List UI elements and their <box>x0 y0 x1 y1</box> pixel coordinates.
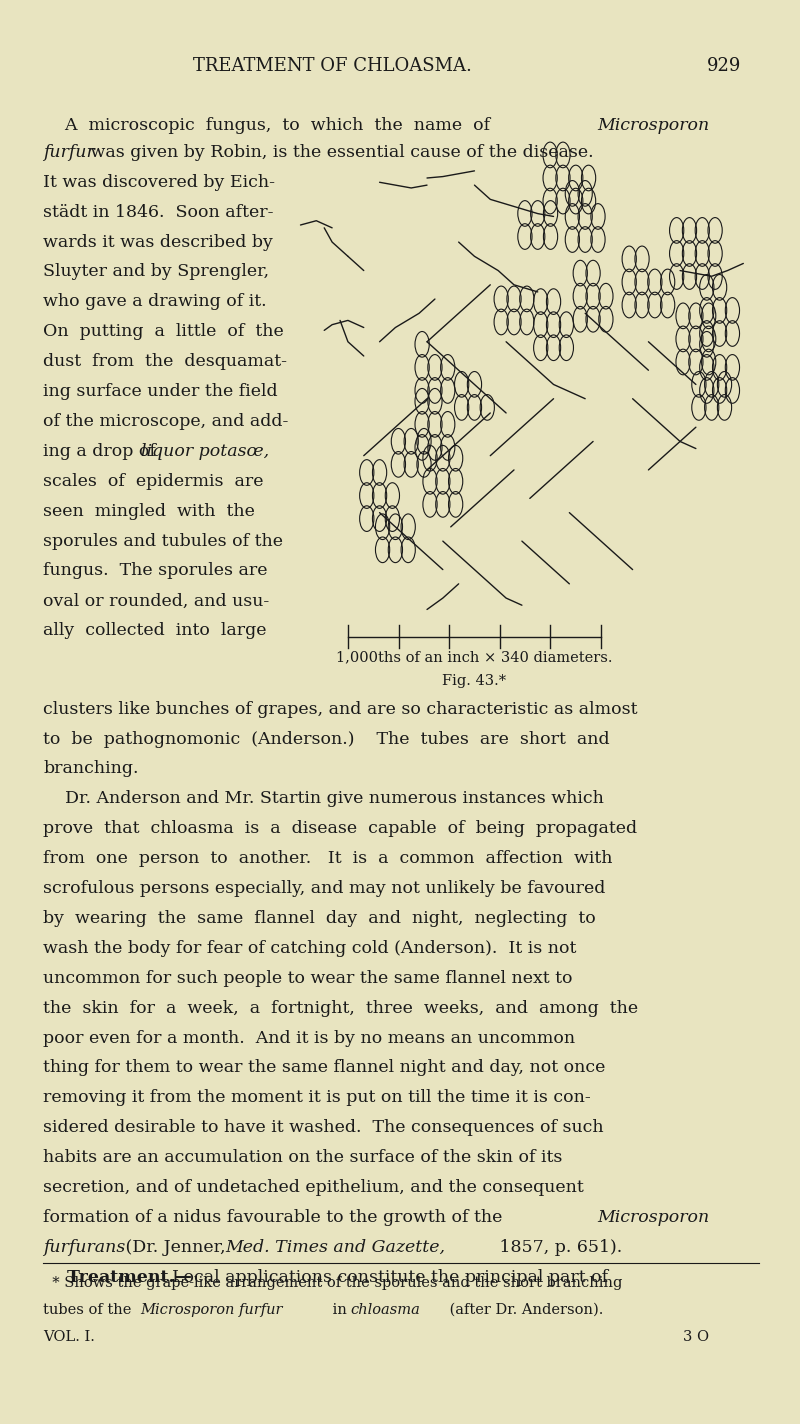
Text: prove  that  chloasma  is  a  disease  capable  of  being  propagated: prove that chloasma is a disease capable… <box>43 820 638 837</box>
Text: städt in 1846.  Soon after-: städt in 1846. Soon after- <box>43 204 274 221</box>
Text: removing it from the moment it is put on till the time it is con-: removing it from the moment it is put on… <box>43 1089 591 1106</box>
Text: Local applications constitute the principal part of: Local applications constitute the princi… <box>172 1269 609 1286</box>
Text: Med. Times and Gazette,: Med. Times and Gazette, <box>226 1239 446 1256</box>
Text: by  wearing  the  same  flannel  day  and  night,  neglecting  to: by wearing the same flannel day and nigh… <box>43 910 596 927</box>
Text: habits are an accumulation on the surface of the skin of its: habits are an accumulation on the surfac… <box>43 1149 563 1166</box>
Text: branching.: branching. <box>43 760 139 778</box>
Text: chloasma: chloasma <box>350 1303 420 1317</box>
Text: 929: 929 <box>707 57 742 75</box>
Text: was given by Robin, is the essential cause of the disease.: was given by Robin, is the essential cau… <box>85 144 594 161</box>
Text: the  skin  for  a  week,  a  fortnight,  three  weeks,  and  among  the: the skin for a week, a fortnight, three … <box>43 1000 638 1017</box>
Text: of the microscope, and add-: of the microscope, and add- <box>43 413 289 430</box>
Text: furfur: furfur <box>43 144 95 161</box>
Text: (after Dr. Anderson).: (after Dr. Anderson). <box>446 1303 603 1317</box>
Text: from  one  person  to  another.   It  is  a  common  affection  with: from one person to another. It is a comm… <box>43 850 613 867</box>
Text: ing a drop of: ing a drop of <box>43 443 162 460</box>
Text: seen  mingled  with  the: seen mingled with the <box>43 503 255 520</box>
Text: Fig. 43.*: Fig. 43.* <box>442 674 506 688</box>
Text: ing surface under the field: ing surface under the field <box>43 383 278 400</box>
Text: formation of a nidus favourable to the growth of the: formation of a nidus favourable to the g… <box>43 1209 508 1226</box>
Text: Microsporon: Microsporon <box>597 117 710 134</box>
Text: It was discovered by Eich-: It was discovered by Eich- <box>43 174 275 191</box>
Text: wards it was described by: wards it was described by <box>43 234 274 251</box>
Text: VOL. I.: VOL. I. <box>43 1330 95 1344</box>
Text: sporules and tubules of the: sporules and tubules of the <box>43 533 283 550</box>
Text: * Shows the grape-like arrangement of the sporules and the short branching: * Shows the grape-like arrangement of th… <box>43 1276 623 1290</box>
Text: liquor potasœ,: liquor potasœ, <box>141 443 269 460</box>
Text: oval or rounded, and usu-: oval or rounded, and usu- <box>43 592 270 609</box>
Text: Microsporon: Microsporon <box>597 1209 710 1226</box>
Text: 1,000ths of an inch × 340 diameters.: 1,000ths of an inch × 340 diameters. <box>336 651 613 665</box>
Text: scales  of  epidermis  are: scales of epidermis are <box>43 473 264 490</box>
Text: tubes of the: tubes of the <box>43 1303 137 1317</box>
Text: secretion, and of undetached epithelium, and the consequent: secretion, and of undetached epithelium,… <box>43 1179 584 1196</box>
Text: A  microscopic  fungus,  to  which  the  name  of: A microscopic fungus, to which the name … <box>43 117 502 134</box>
Text: clusters like bunches of grapes, and are so characteristic as almost: clusters like bunches of grapes, and are… <box>43 701 638 718</box>
Text: to  be  pathognomonic  (Anderson.)    The  tubes  are  short  and: to be pathognomonic (Anderson.) The tube… <box>43 731 610 748</box>
Text: furfurans: furfurans <box>43 1239 126 1256</box>
Text: who gave a drawing of it.: who gave a drawing of it. <box>43 293 267 310</box>
Text: dust  from  the  desquamat-: dust from the desquamat- <box>43 353 287 370</box>
Text: Treatment.—: Treatment.— <box>43 1269 192 1286</box>
Text: On  putting  a  little  of  the: On putting a little of the <box>43 323 284 340</box>
Text: (Dr. Jenner,: (Dr. Jenner, <box>120 1239 231 1256</box>
Text: in: in <box>328 1303 352 1317</box>
Text: fungus.  The sporules are: fungus. The sporules are <box>43 562 268 580</box>
Text: scrofulous persons especially, and may not unlikely be favoured: scrofulous persons especially, and may n… <box>43 880 606 897</box>
Text: 3 O: 3 O <box>683 1330 709 1344</box>
Text: 1857, p. 651).: 1857, p. 651). <box>494 1239 622 1256</box>
Text: TREATMENT OF CHLOASMA.: TREATMENT OF CHLOASMA. <box>193 57 471 75</box>
Text: Dr. Anderson and Mr. Startin give numerous instances which: Dr. Anderson and Mr. Startin give numero… <box>43 790 604 807</box>
Text: Sluyter and by Sprengler,: Sluyter and by Sprengler, <box>43 263 270 281</box>
Text: wash the body for fear of catching cold (Anderson).  It is not: wash the body for fear of catching cold … <box>43 940 577 957</box>
Text: poor even for a month.  And it is by no means an uncommon: poor even for a month. And it is by no m… <box>43 1030 576 1047</box>
Text: sidered desirable to have it washed.  The consequences of such: sidered desirable to have it washed. The… <box>43 1119 604 1136</box>
Text: Microsporon furfur: Microsporon furfur <box>140 1303 282 1317</box>
Text: uncommon for such people to wear the same flannel next to: uncommon for such people to wear the sam… <box>43 970 573 987</box>
Text: thing for them to wear the same flannel night and day, not once: thing for them to wear the same flannel … <box>43 1059 606 1077</box>
Text: ally  collected  into  large: ally collected into large <box>43 622 267 639</box>
